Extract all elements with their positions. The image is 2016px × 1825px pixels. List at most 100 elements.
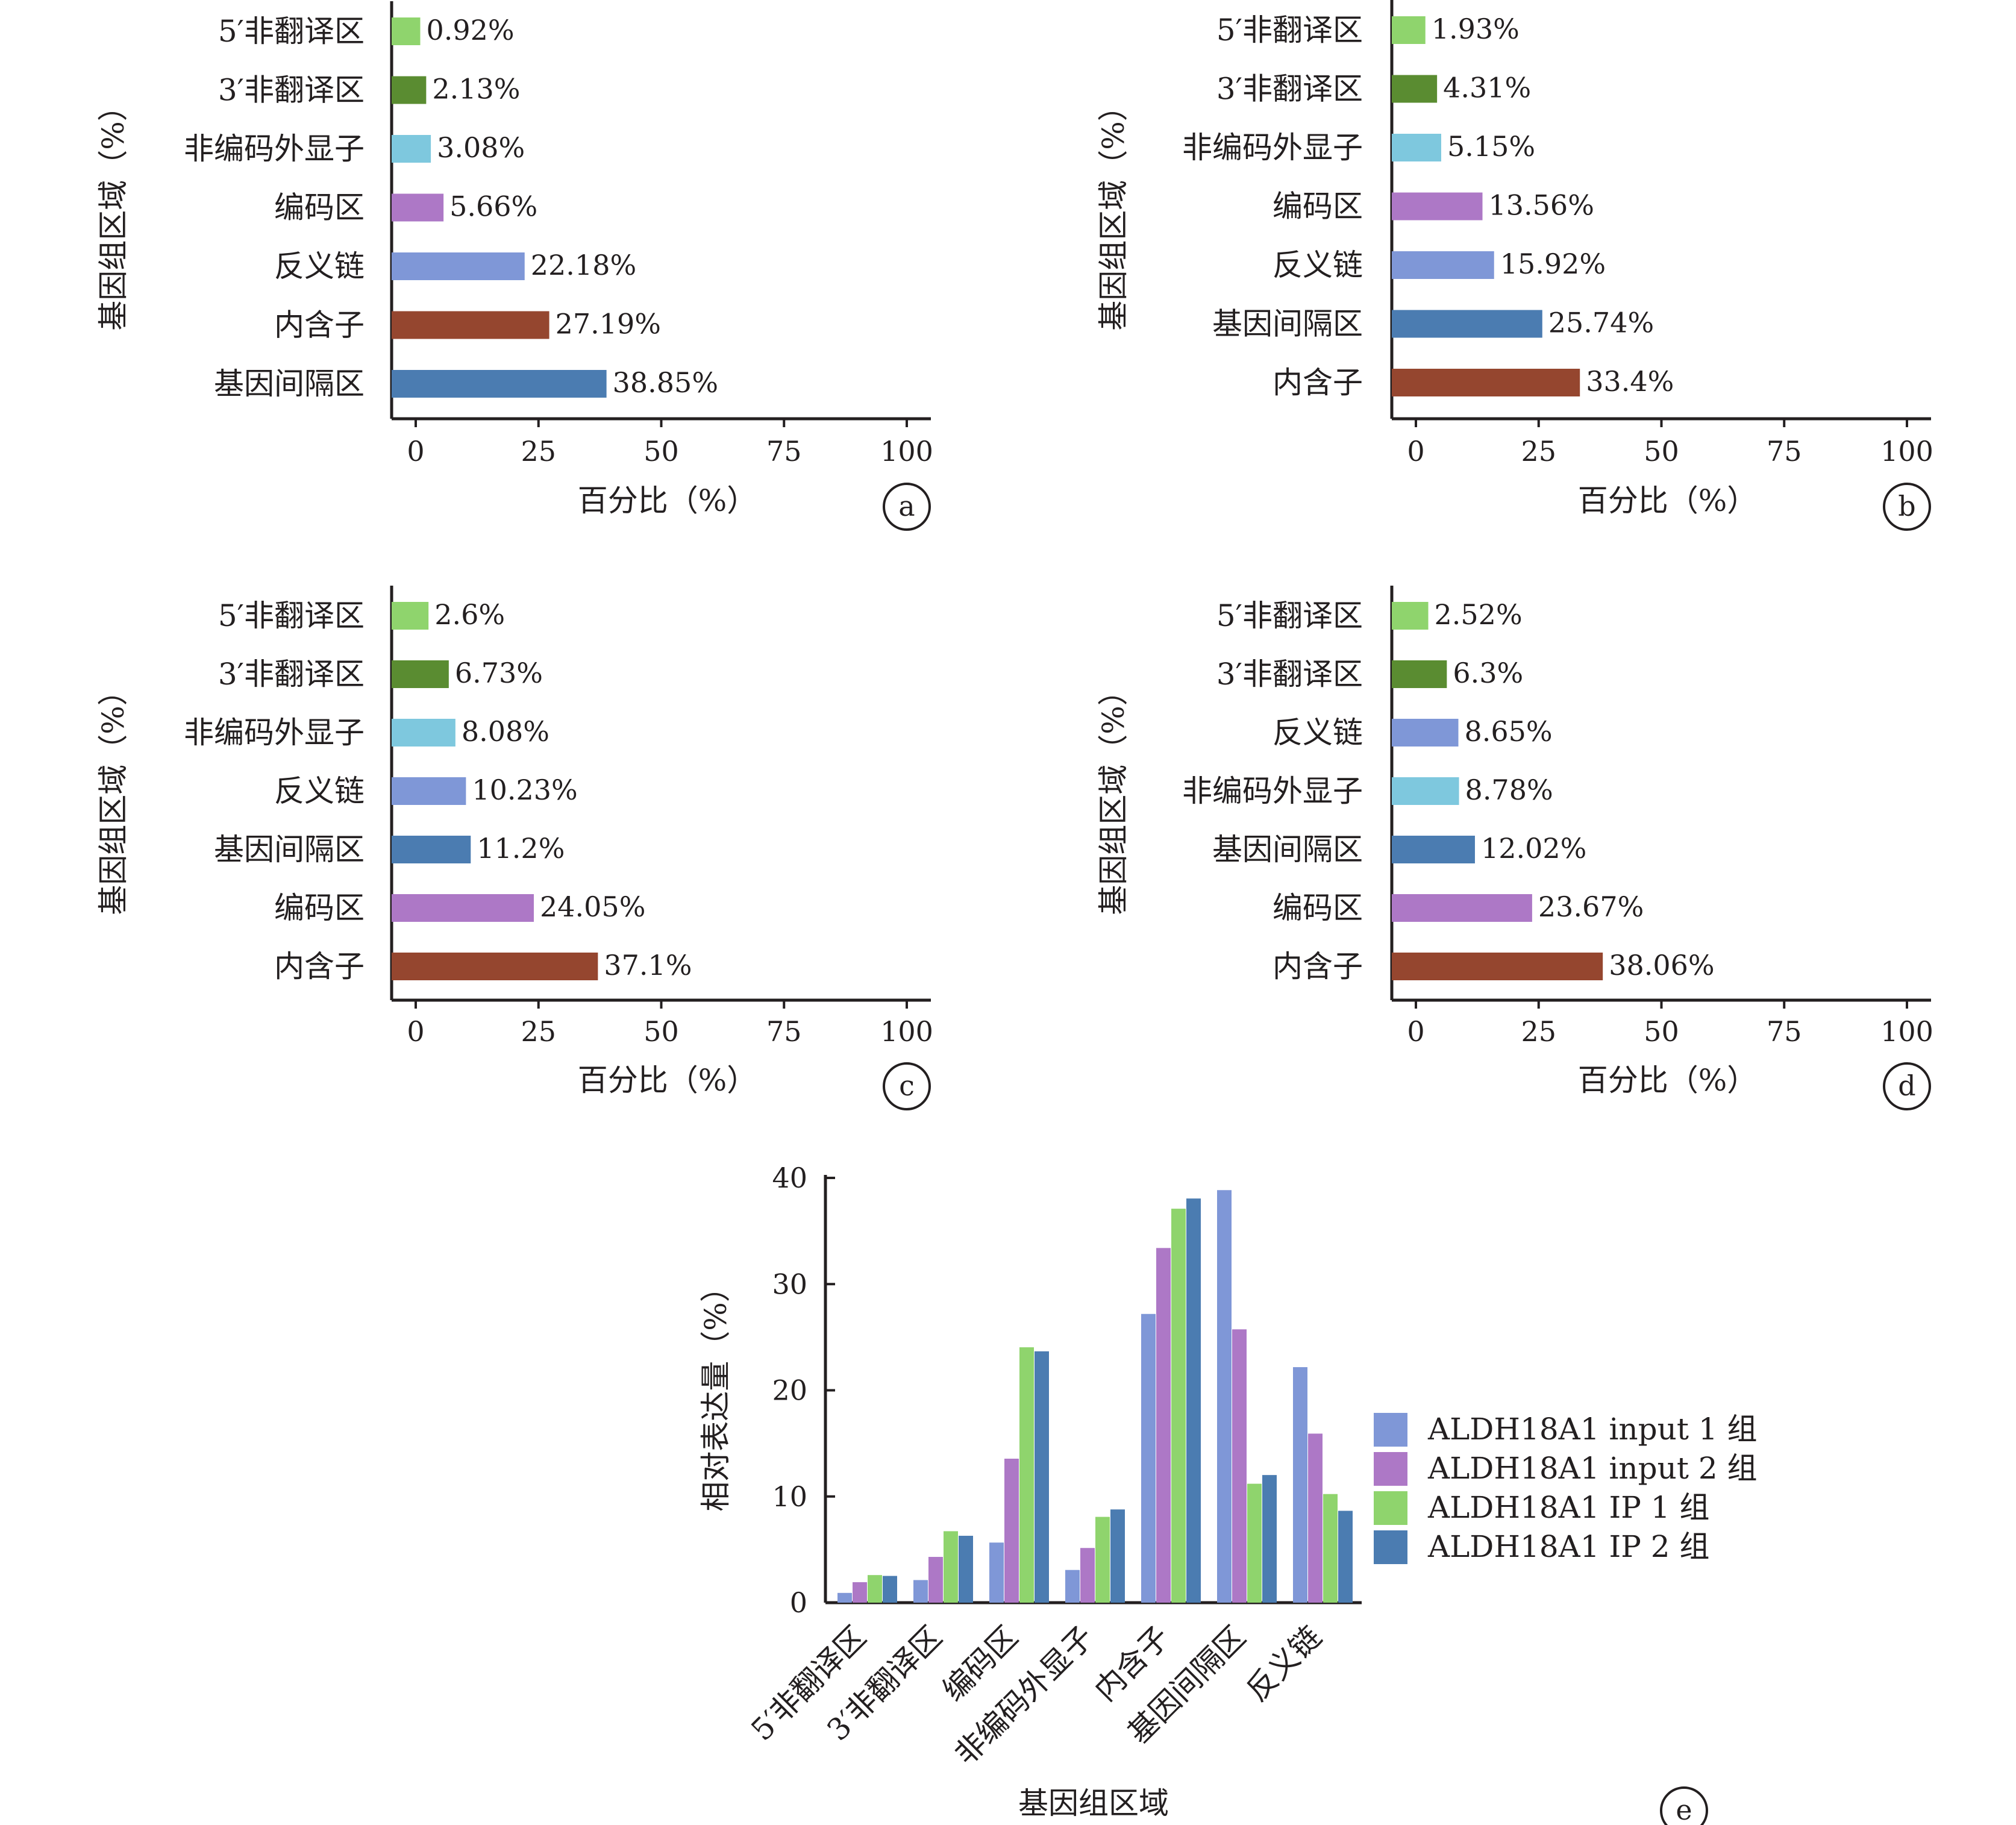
bar bbox=[1080, 1548, 1095, 1603]
x-tick-label: 0 bbox=[407, 1015, 424, 1048]
bar bbox=[1095, 1517, 1110, 1603]
x-axis-title: 百分比（%） bbox=[578, 483, 757, 518]
panel-letter-circle bbox=[1883, 1062, 1931, 1110]
category-label: 3′非翻译区 bbox=[218, 657, 365, 692]
bar bbox=[1171, 1209, 1186, 1603]
x-tick-label: 50 bbox=[643, 435, 679, 468]
data-label: 11.2% bbox=[477, 832, 565, 865]
data-label: 2.6% bbox=[434, 598, 505, 631]
x-tick-label: 100 bbox=[1880, 1015, 1933, 1048]
bar bbox=[989, 1542, 1004, 1603]
data-label: 8.08% bbox=[462, 715, 549, 748]
bar bbox=[1392, 894, 1532, 922]
data-label: 13.56% bbox=[1489, 189, 1594, 222]
bar bbox=[1392, 369, 1580, 396]
category-label: 非编码外显子 bbox=[184, 715, 365, 750]
bar bbox=[1392, 602, 1429, 630]
bar bbox=[1338, 1510, 1353, 1603]
bar bbox=[913, 1580, 928, 1603]
bar bbox=[1323, 1494, 1338, 1603]
data-label: 12.02% bbox=[1481, 832, 1586, 865]
bar bbox=[1392, 660, 1447, 688]
bar bbox=[1262, 1475, 1277, 1603]
panel-letter: d bbox=[1898, 1069, 1915, 1102]
x-tick-label: 50 bbox=[643, 1015, 679, 1048]
bar bbox=[392, 777, 466, 805]
x-tick-label: 25 bbox=[1521, 435, 1556, 468]
panel-letter: e bbox=[1676, 1794, 1692, 1825]
legend-label: ALDH18A1 input 2 组 bbox=[1427, 1451, 1758, 1486]
x-tick-label: 0 bbox=[407, 435, 424, 468]
bar bbox=[837, 1592, 852, 1603]
x-axis-title: 百分比（%） bbox=[578, 1063, 757, 1098]
category-label: 3′非翻译区 bbox=[1216, 657, 1363, 692]
legend-label: ALDH18A1 IP 2 组 bbox=[1427, 1529, 1709, 1564]
y-axis-title: 相对表达量（%） bbox=[698, 1272, 733, 1512]
x-tick-label: 50 bbox=[1644, 435, 1679, 468]
panel-letter-circle bbox=[1660, 1786, 1708, 1825]
bar bbox=[392, 76, 427, 104]
panel-letter-circle bbox=[1883, 483, 1931, 531]
bar bbox=[1110, 1509, 1125, 1603]
bar bbox=[1392, 192, 1483, 221]
bar bbox=[868, 1575, 882, 1603]
category-label: 反义链 bbox=[274, 249, 365, 284]
legend-label: ALDH18A1 input 1 组 bbox=[1427, 1412, 1758, 1447]
category-label: 编码区 bbox=[1273, 891, 1363, 925]
x-tick-label: 100 bbox=[880, 1015, 933, 1048]
bar bbox=[1019, 1347, 1034, 1603]
bar bbox=[959, 1535, 973, 1603]
x-tick-label: 50 bbox=[1644, 1015, 1679, 1048]
panel-letter: b bbox=[1898, 490, 1915, 522]
data-label: 2.13% bbox=[432, 73, 520, 105]
x-tick-label: 75 bbox=[1767, 435, 1802, 468]
bar bbox=[1392, 777, 1459, 805]
legend-label: ALDH18A1 IP 1 组 bbox=[1427, 1490, 1709, 1525]
data-label: 2.52% bbox=[1435, 598, 1523, 631]
bar bbox=[1392, 310, 1542, 338]
data-label: 10.23% bbox=[472, 774, 577, 806]
category-label: 非编码外显子 bbox=[1182, 774, 1363, 809]
category-label: 内含子 bbox=[1273, 949, 1363, 984]
bar bbox=[1004, 1459, 1019, 1603]
data-label: 33.4% bbox=[1586, 365, 1674, 398]
category-label: 内含子 bbox=[274, 949, 365, 984]
x-tick-label: 75 bbox=[766, 1015, 802, 1048]
category-label: 反义链 bbox=[274, 774, 365, 809]
bar bbox=[883, 1576, 897, 1603]
bar bbox=[392, 836, 471, 863]
bar bbox=[392, 17, 421, 45]
panel-letter: a bbox=[898, 490, 915, 522]
category-label: 基因间隔区 bbox=[214, 832, 365, 867]
panel-a: 0 25 50 75 100 5′非翻译区 0.92% 3′非翻译区 2.13% 非编码外显子 3.… bbox=[96, 1, 933, 531]
panel-letter-circle bbox=[883, 483, 931, 531]
panel-letter: c bbox=[899, 1069, 915, 1102]
bar bbox=[944, 1531, 958, 1603]
x-tick-label: 0 bbox=[1407, 435, 1424, 468]
category-label: 非编码外显子 bbox=[184, 131, 365, 166]
bar bbox=[392, 135, 431, 163]
bar bbox=[392, 370, 607, 398]
y-tick-label: 10 bbox=[772, 1480, 807, 1513]
data-label: 6.73% bbox=[455, 657, 543, 689]
data-label: 4.31% bbox=[1443, 72, 1531, 104]
data-label: 24.05% bbox=[540, 891, 645, 923]
bar bbox=[1392, 953, 1603, 980]
bar bbox=[928, 1557, 943, 1603]
data-label: 8.78% bbox=[1465, 774, 1553, 806]
panel-letter-circle bbox=[883, 1062, 931, 1110]
data-label: 22.18% bbox=[531, 249, 636, 281]
category-label: 反义链 bbox=[1273, 248, 1363, 283]
legend-swatch bbox=[1374, 1413, 1407, 1447]
bar bbox=[1141, 1313, 1156, 1603]
bar bbox=[853, 1582, 867, 1603]
y-axis-title: 基因组区域（%） bbox=[96, 675, 131, 915]
bar bbox=[1392, 134, 1441, 161]
y-axis-title: 基因组区域（%） bbox=[1096, 91, 1131, 331]
x-tick-label: 100 bbox=[880, 435, 933, 468]
bar bbox=[1392, 251, 1494, 279]
bar bbox=[392, 719, 455, 747]
category-label: 3′非翻译区 bbox=[1216, 72, 1363, 107]
category-label: 基因间隔区 bbox=[1212, 307, 1363, 342]
